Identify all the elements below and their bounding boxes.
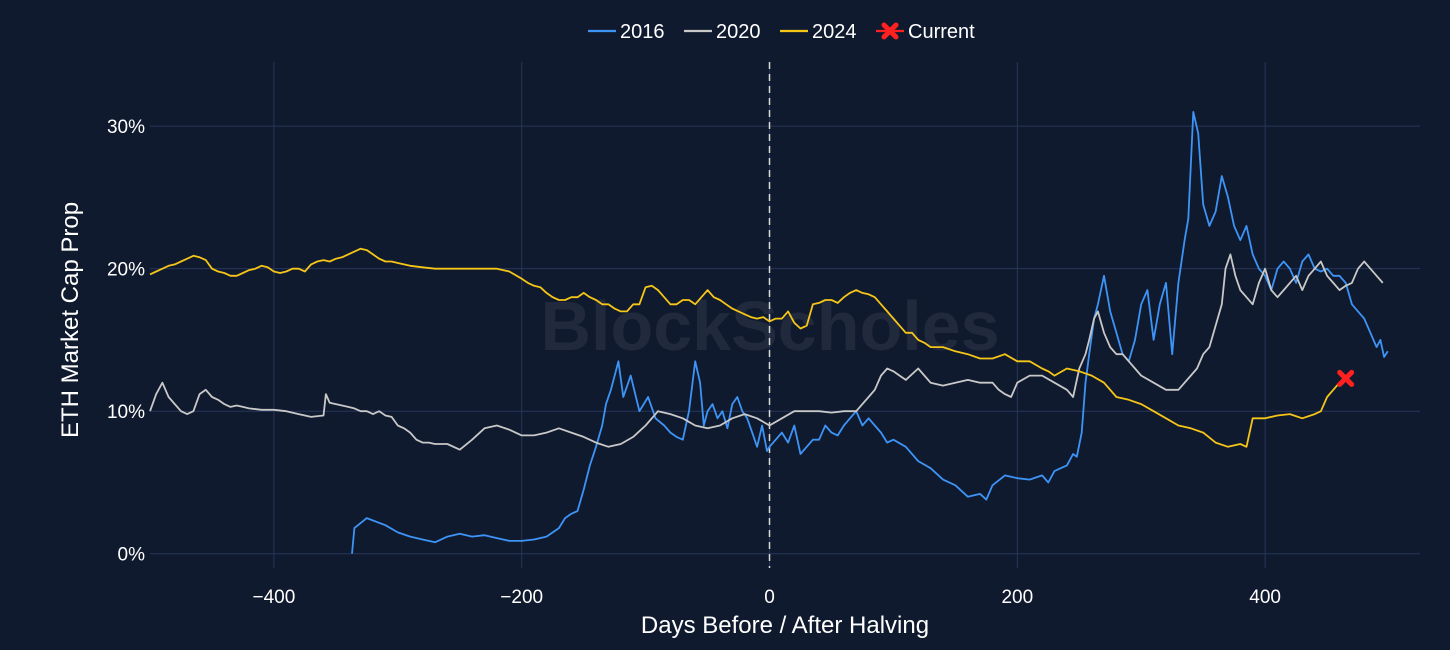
- x-axis-title: Days Before / After Halving: [641, 612, 929, 639]
- y-tick-label: 30%: [107, 117, 145, 138]
- x-tick-label: 400: [1249, 587, 1281, 608]
- series-layer: [149, 111, 1389, 554]
- y-tick-label: 10%: [107, 402, 145, 423]
- current-marker-layer: [1337, 369, 1355, 387]
- x-tick-label: 0: [764, 587, 775, 608]
- legend-item-2024[interactable]: 2024: [780, 21, 857, 43]
- y-axis-title: ETH Market Cap Prop: [57, 202, 84, 438]
- legend-label: Current: [908, 21, 975, 43]
- legend-label: 2016: [620, 21, 665, 43]
- current-marker: [1337, 369, 1355, 387]
- legend-item-2020[interactable]: 2020: [684, 21, 761, 43]
- x-tick-label: −400: [253, 587, 296, 608]
- x-tick-label: 200: [1001, 587, 1033, 608]
- legend-item-Current[interactable]: Current: [876, 21, 975, 43]
- series-line-2024: [149, 247, 1347, 448]
- y-tick-label: 20%: [107, 260, 145, 281]
- y-tick-label: 0%: [118, 545, 146, 566]
- series-line-2020: [149, 253, 1384, 451]
- legend[interactable]: 2016 2020 2024 Current: [588, 21, 975, 43]
- legend-label: 2020: [716, 21, 761, 43]
- x-tick-labels: −400 −200 0 200 400: [253, 587, 1281, 608]
- y-tick-labels: 0% 10% 20% 30%: [107, 117, 145, 566]
- legend-label: 2024: [812, 21, 857, 43]
- series-line-2016: [351, 111, 1389, 554]
- legend-item-2016[interactable]: 2016: [588, 21, 665, 43]
- x-tick-label: −200: [500, 587, 543, 608]
